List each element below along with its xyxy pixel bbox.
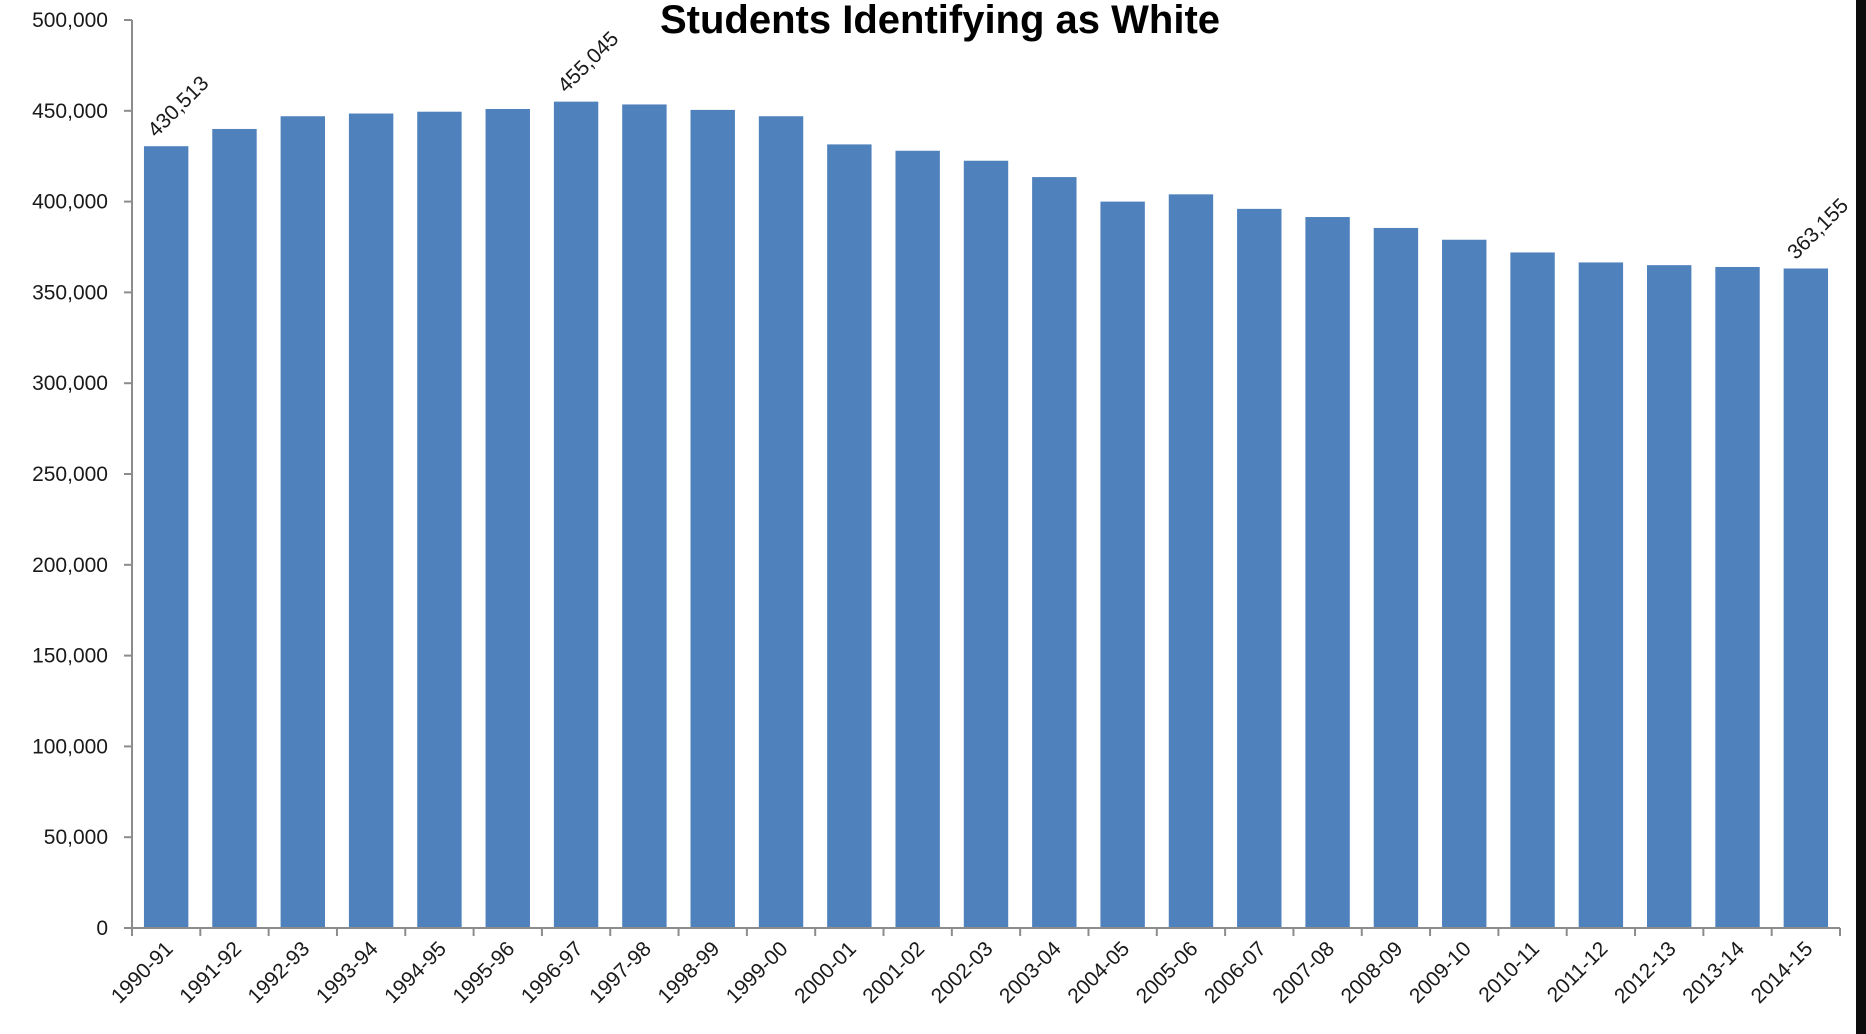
y-tick-label: 50,000	[44, 826, 108, 849]
bar	[622, 104, 667, 929]
bar	[1783, 268, 1829, 929]
bar	[1646, 265, 1692, 928]
bar	[1032, 177, 1077, 929]
data-label: 455,045	[553, 27, 623, 97]
bar	[895, 150, 940, 928]
data-label: 363,155	[1783, 194, 1853, 264]
x-tick-label: 2011-12	[1543, 937, 1613, 1007]
x-tick-label: 2012-13	[1610, 937, 1681, 1008]
y-tick-label: 400,000	[32, 191, 108, 214]
x-tick-label: 2010-11	[1474, 937, 1544, 1007]
x-tick-label: 1990-91	[107, 937, 178, 1008]
x-tick-label: 1994-95	[380, 937, 451, 1008]
y-axis: 0 50,000 100,000 150,000 200,000 250,000 300,0…	[32, 9, 133, 940]
bar	[1715, 266, 1760, 928]
x-tick-label: 1997-98	[585, 937, 656, 1008]
bar	[212, 128, 257, 928]
window-edge	[1856, 0, 1866, 1034]
x-tick-label: 2004-05	[1063, 937, 1134, 1008]
y-tick-label: 100,000	[32, 735, 108, 758]
chart-title: Students Identifying as White	[660, 0, 1220, 42]
x-tick-label: 2001-02	[858, 937, 929, 1008]
x-tick-label: 2009-10	[1405, 937, 1476, 1008]
x-tick-label: 2002-03	[927, 937, 998, 1008]
bar	[963, 160, 1009, 929]
x-tick-label: 1995-96	[449, 937, 520, 1008]
x-tick-label: 2000-01	[790, 937, 861, 1008]
bar	[1442, 239, 1487, 929]
x-tick-label: 1993-94	[312, 937, 383, 1008]
x-tick-label: 2006-07	[1200, 937, 1271, 1008]
x-tick-label: 1998-99	[653, 937, 724, 1008]
y-tick-label: 350,000	[32, 281, 108, 304]
y-tick-label: 300,000	[32, 372, 108, 395]
x-tick-label: 2008-09	[1337, 937, 1408, 1008]
y-tick-label: 150,000	[32, 645, 108, 668]
bar	[827, 144, 872, 928]
bar	[1373, 227, 1419, 928]
bar	[690, 109, 735, 929]
x-tick-label: 1991-92	[175, 937, 246, 1008]
bars	[143, 101, 1829, 929]
y-tick-label: 200,000	[32, 554, 108, 577]
x-tick-label: 1992-93	[244, 937, 315, 1008]
x-tick-label: 2013-14	[1678, 937, 1749, 1008]
x-tick-label: 2003-04	[995, 937, 1066, 1008]
bar	[417, 111, 462, 928]
x-tick-label: 1996-97	[517, 937, 588, 1008]
bar	[143, 146, 189, 929]
data-label: 430,513	[143, 72, 213, 142]
x-axis: 1990-911991-921992-931993-941994-951995-…	[107, 927, 1841, 1008]
x-tick-label: 2014-15	[1747, 937, 1818, 1008]
y-tick-label: 500,000	[32, 9, 108, 32]
bar	[485, 108, 530, 928]
x-tick-label: 2005-06	[1132, 937, 1203, 1008]
y-tick-label: 450,000	[32, 100, 108, 123]
bar	[1510, 252, 1555, 928]
bar	[348, 113, 394, 929]
y-tick-label: 250,000	[32, 463, 108, 486]
y-tick-label: 0	[96, 917, 108, 940]
bar	[553, 101, 599, 928]
x-tick-label: 1999-00	[722, 937, 793, 1008]
bar	[1168, 194, 1214, 928]
bar	[758, 116, 804, 929]
bar	[1100, 201, 1145, 929]
bar	[280, 116, 326, 929]
bar	[1578, 262, 1624, 928]
bar	[1237, 208, 1282, 928]
x-tick-label: 2007-08	[1268, 937, 1339, 1008]
bar	[1305, 217, 1350, 928]
